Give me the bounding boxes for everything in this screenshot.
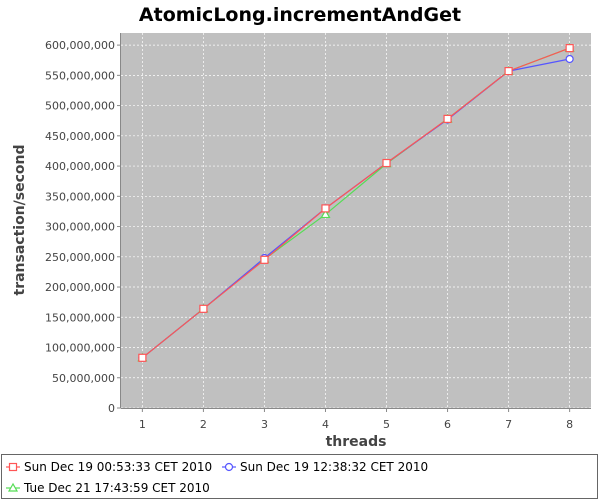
legend-label: Sun Dec 19 12:38:32 CET 2010 [240, 460, 428, 474]
x-tick-label: 1 [139, 418, 146, 431]
data-point [199, 304, 208, 313]
data-point [321, 204, 330, 213]
legend-box [1, 454, 598, 499]
y-tick-label: 100,000,000 [45, 342, 115, 355]
y-tick-label: 600,000,000 [45, 39, 115, 52]
legend-marker [8, 462, 18, 472]
y-tick-label: 50,000,000 [52, 372, 115, 385]
x-tick-label: 5 [383, 418, 390, 431]
legend-label: Sun Dec 19 00:53:33 CET 2010 [24, 460, 212, 474]
x-tick-label: 8 [566, 418, 573, 431]
data-point [565, 44, 574, 53]
y-tick-label: 400,000,000 [45, 160, 115, 173]
x-axis-label: threads [326, 434, 387, 450]
data-point [260, 255, 269, 264]
y-tick-label: 550,000,000 [45, 69, 115, 82]
data-point [320, 209, 331, 219]
axes: 0 50,000,000 100,000,000 150,000,000 200,000… [45, 33, 591, 431]
y-tick-label: 450,000,000 [45, 130, 115, 143]
chart-title: AtomicLong.incrementAndGet [139, 4, 461, 26]
y-tick-label: 300,000,000 [45, 221, 115, 234]
y-axis-label: transaction/second [12, 144, 28, 295]
data-point [565, 54, 574, 64]
data-point [138, 353, 147, 362]
y-tick-label: 350,000,000 [45, 190, 115, 203]
data-point [443, 114, 452, 123]
y-tick-label: 150,000,000 [45, 311, 115, 324]
y-tick-label: 250,000,000 [45, 251, 115, 264]
x-tick-label: 6 [444, 418, 451, 431]
x-tick-label: 4 [322, 418, 329, 431]
y-tick-label: 500,000,000 [45, 100, 115, 113]
legend: Sun Dec 19 00:53:33 CET 2010 Sun Dec 19 1… [6, 460, 428, 495]
y-tick-label: 200,000,000 [45, 281, 115, 294]
legend-marker [224, 462, 234, 472]
series-markers [137, 42, 575, 362]
legend-label: Tue Dec 21 17:43:59 CET 2010 [23, 481, 210, 495]
series-line [141, 47, 570, 359]
grid-lines [121, 33, 591, 409]
plot-area [121, 33, 591, 408]
x-tick-label: 3 [261, 418, 268, 431]
x-tick-label: 7 [505, 418, 512, 431]
data-point [382, 158, 391, 168]
y-tick-label: 0 [108, 402, 115, 415]
legend-marker [7, 482, 19, 492]
x-tick-label: 2 [200, 418, 207, 431]
data-point [504, 67, 513, 76]
series-lines [141, 47, 570, 359]
